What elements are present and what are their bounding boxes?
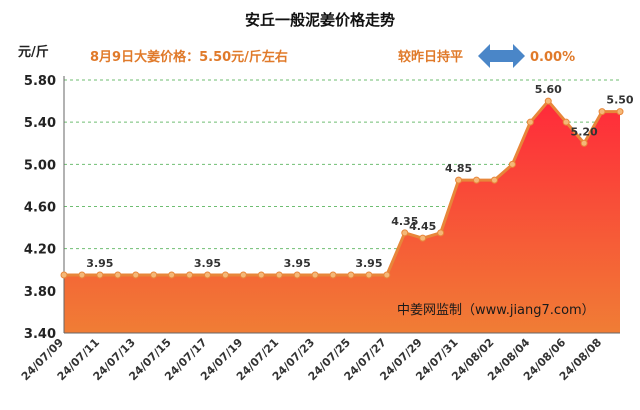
data-point	[275, 271, 283, 279]
data-point	[293, 271, 301, 279]
data-point	[60, 271, 68, 279]
data-point	[150, 271, 158, 279]
data-point	[544, 97, 552, 105]
compare-label: 较昨日持平	[398, 49, 463, 65]
data-point	[329, 271, 337, 279]
data-point	[311, 271, 319, 279]
data-label: 3.95	[284, 257, 311, 270]
data-point	[490, 176, 498, 184]
data-point	[96, 271, 104, 279]
data-point	[383, 271, 391, 279]
data-point	[580, 139, 588, 147]
data-point	[132, 271, 140, 279]
data-point	[562, 118, 570, 126]
data-point	[455, 176, 463, 184]
x-axis-ticks: 24/07/0924/07/1124/07/1324/07/1524/07/17…	[19, 336, 604, 384]
y-tick-label: 5.40	[24, 116, 56, 131]
axes	[63, 76, 620, 334]
data-label: 5.50	[606, 94, 633, 107]
data-point	[168, 271, 176, 279]
data-point	[365, 271, 373, 279]
watermark: 中姜网监制（www.jiang7.com）	[397, 303, 595, 318]
data-label: 4.45	[409, 220, 436, 233]
price-note: 8月9日大姜价格：5.50元/斤左右	[90, 49, 288, 65]
data-point	[347, 271, 355, 279]
y-unit-label: 元/斤	[18, 44, 49, 60]
change-percent: 0.00%	[530, 50, 575, 65]
double-arrow-icon	[478, 44, 525, 68]
data-markers	[60, 97, 624, 279]
y-axis-ticks: 3.40 3.80 4.20 4.60 5.00 5.40 5.80	[24, 74, 56, 342]
data-point	[78, 271, 86, 279]
data-point	[526, 118, 534, 126]
data-point	[401, 229, 409, 237]
data-point	[616, 108, 624, 116]
data-label: 4.35	[391, 215, 418, 228]
data-point	[508, 160, 516, 168]
data-point	[437, 229, 445, 237]
data-point	[221, 271, 229, 279]
data-label: 4.85	[445, 162, 472, 175]
data-point	[114, 271, 122, 279]
data-point	[419, 234, 427, 242]
y-tick-label: 4.20	[24, 243, 56, 258]
data-point	[203, 271, 211, 279]
data-point	[257, 271, 265, 279]
chart-title: 安丘一般泥姜价格走势	[245, 11, 395, 29]
y-tick-label: 5.00	[24, 158, 56, 173]
y-tick-label: 3.40	[24, 327, 56, 342]
data-point	[598, 108, 606, 116]
data-point	[186, 271, 194, 279]
data-labels: 3.95 3.95 3.95 3.95 4.354.45 4.85 5.60 5.20 5.50	[86, 83, 634, 270]
y-tick-label: 5.80	[24, 74, 56, 89]
data-label: 3.95	[194, 257, 221, 270]
y-tick-label: 3.80	[24, 285, 56, 300]
data-label: 5.20	[571, 125, 598, 138]
data-point	[239, 271, 247, 279]
data-label: 3.95	[86, 257, 113, 270]
data-point	[473, 176, 481, 184]
area-fill	[64, 101, 620, 333]
area-series	[64, 99, 620, 333]
data-label: 3.95	[355, 257, 382, 270]
data-label: 5.60	[535, 83, 562, 96]
y-tick-label: 4.60	[24, 201, 56, 216]
